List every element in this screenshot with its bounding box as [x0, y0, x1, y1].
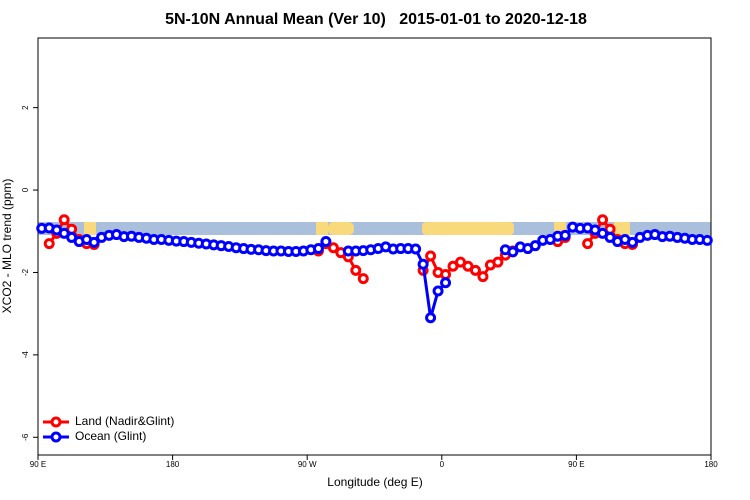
map-strip: [38, 222, 711, 235]
land-strip: [614, 222, 630, 235]
x-tick-label: 90 E: [30, 460, 46, 469]
legend-marker: [50, 416, 62, 428]
plot-frame: [37, 37, 712, 456]
x-tick-label: 180: [166, 460, 180, 469]
data-point: [357, 273, 369, 285]
data-point: [417, 258, 429, 270]
data-point: [507, 246, 519, 258]
land-strip: [316, 222, 328, 235]
data-point: [43, 238, 55, 250]
data-point: [469, 264, 481, 276]
data-point: [58, 214, 70, 226]
y-tick-label: -4: [21, 351, 30, 359]
data-point: [350, 264, 362, 276]
x-tick-label: 90 E: [568, 460, 584, 469]
data-point: [582, 238, 594, 250]
chart-title: 5N-10N Annual Mean (Ver 10) 2015-01-01 t…: [165, 11, 587, 28]
data-point: [432, 285, 444, 297]
y-tick-label: 0: [21, 187, 30, 192]
data-point: [327, 242, 339, 254]
data-point: [312, 243, 324, 255]
x-axis-label: Longitude (deg E): [327, 475, 422, 489]
y-tick-label: -2: [21, 268, 30, 276]
y-tick-label: 2: [21, 105, 30, 110]
data-point: [410, 243, 422, 255]
x-tick-label: 0: [440, 460, 445, 469]
data-point: [477, 271, 489, 283]
data-point: [529, 240, 541, 252]
data-point: [425, 312, 437, 324]
data-point: [88, 236, 100, 248]
x-tick-label: 180: [704, 460, 718, 469]
data-point: [701, 234, 713, 246]
x-tick-label: 90 W: [298, 460, 317, 469]
data-point: [492, 256, 504, 268]
y-axis-label: XCO2 - MLO trend (ppm): [0, 179, 14, 314]
data-point: [320, 236, 332, 248]
data-point: [597, 214, 609, 226]
legend-label: Ocean (Glint): [75, 429, 146, 443]
data-point: [626, 236, 638, 248]
land-strip: [328, 222, 354, 235]
y-tick-label: -6: [21, 433, 30, 441]
data-point: [425, 250, 437, 262]
ocean-strip: [38, 222, 711, 235]
data-point: [559, 229, 571, 241]
legend-label: Land (Nadir&Glint): [75, 414, 174, 428]
legend-marker: [50, 431, 62, 443]
land-strip: [422, 222, 514, 235]
data-point: [440, 277, 452, 289]
land-strip: [84, 222, 96, 235]
